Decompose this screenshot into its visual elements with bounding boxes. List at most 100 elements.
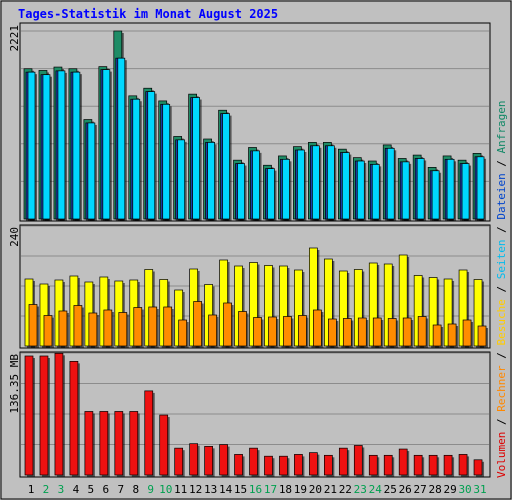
x-label-day-18: 18 [279, 483, 292, 496]
bar-volumen-day-25 [383, 454, 393, 476]
bar-rechner-day-7 [118, 312, 128, 347]
x-label-day-22: 22 [339, 483, 352, 496]
bar-rechner-day-13 [208, 314, 217, 347]
bar-volumen-day-18 [279, 455, 288, 476]
right-legend: Volumen / Rechner / Besuche / Seiten / D… [495, 100, 508, 478]
x-label-day-13: 13 [204, 483, 217, 496]
bar-volumen-day-7 [114, 411, 124, 476]
bar-volumen-day-15 [234, 454, 243, 476]
bar-rechner-day-22 [342, 318, 352, 347]
bar-rechner-day-27 [417, 316, 427, 347]
chart-title: Tages-Statistik im Monat August 2025 [18, 7, 278, 21]
bar-rechner-day-31 [477, 325, 487, 347]
legend-dateien: Dateien [495, 173, 508, 219]
bar-seiten-day-18 [282, 158, 290, 220]
x-label-day-8: 8 [132, 483, 139, 496]
x-label-day-10: 10 [159, 483, 172, 496]
bar-seiten-day-22 [341, 152, 350, 220]
bar-volumen-day-23 [353, 445, 363, 476]
x-label-day-12: 12 [189, 483, 202, 496]
top-max-label: 2221 [8, 25, 21, 52]
bar-volumen-day-28 [428, 454, 438, 476]
legend-rechner: Rechner [495, 365, 508, 412]
bar-volumen-day-9 [144, 390, 154, 476]
x-label-day-25: 25 [384, 483, 397, 496]
bar-seiten-day-5 [87, 122, 96, 220]
bar-rechner-day-24 [372, 317, 382, 347]
bar-rechner-day-10 [163, 306, 173, 347]
bar-seiten-day-14 [222, 113, 230, 220]
bot-max-label: 136.35 MB [8, 354, 21, 414]
bar-rechner-day-19 [298, 315, 307, 347]
x-label-day-5: 5 [88, 483, 95, 496]
legend-volumen: Volumen [495, 432, 508, 478]
x-label-day-29: 29 [443, 483, 456, 496]
bar-rechner-day-29 [447, 323, 457, 347]
bar-seiten-day-3 [57, 70, 66, 220]
bar-rechner-day-2 [43, 315, 53, 347]
bar-rechner-day-11 [178, 319, 188, 347]
x-label-day-2: 2 [43, 483, 50, 496]
bar-rechner-day-18 [283, 316, 292, 347]
bar-rechner-day-25 [387, 318, 397, 347]
bar-volumen-day-26 [398, 448, 408, 476]
bar-seiten-day-11 [177, 139, 186, 220]
x-label-day-15: 15 [234, 483, 247, 496]
bar-volumen-day-5 [84, 411, 94, 476]
x-label-day-31: 31 [473, 483, 486, 496]
bar-seiten-day-2 [42, 74, 51, 220]
bar-rechner-day-15 [238, 311, 247, 347]
bar-volumen-day-27 [413, 454, 423, 476]
bar-volumen-day-4 [69, 361, 79, 476]
bar-rechner-day-12 [193, 301, 202, 347]
bar-rechner-day-4 [73, 305, 83, 347]
bar-seiten-day-6 [102, 69, 111, 220]
bar-seiten-day-19 [297, 149, 305, 220]
x-label-day-28: 28 [429, 483, 442, 496]
bar-seiten-day-8 [132, 98, 141, 220]
bar-rechner-day-6 [103, 309, 113, 347]
bar-seiten-day-9 [147, 91, 156, 220]
bar-seiten-day-1 [27, 71, 36, 220]
bar-rechner-day-16 [253, 317, 262, 347]
legend-separator: / [495, 346, 508, 366]
bar-volumen-day-10 [159, 414, 169, 476]
bar-rechner-day-28 [432, 324, 442, 347]
bar-volumen-day-11 [174, 447, 184, 476]
legend-anfragen: Anfragen [495, 100, 508, 153]
legend-separator: / [495, 279, 508, 299]
x-label-day-24: 24 [369, 483, 383, 496]
bar-volumen-day-1 [24, 355, 34, 476]
bar-seiten-day-4 [72, 71, 81, 220]
x-label-day-30: 30 [458, 483, 471, 496]
bar-volumen-day-12 [189, 443, 198, 476]
bar-volumen-day-20 [309, 452, 318, 476]
x-label-day-19: 19 [294, 483, 307, 496]
bar-seiten-day-17 [267, 168, 275, 220]
bar-rechner-day-26 [402, 317, 412, 347]
bar-seiten-day-16 [252, 150, 260, 220]
bar-rechner-day-30 [462, 319, 472, 347]
bar-seiten-day-20 [312, 145, 320, 220]
x-label-day-17: 17 [264, 483, 277, 496]
bar-seiten-day-15 [237, 163, 245, 220]
bar-rechner-day-21 [328, 318, 337, 347]
bars-layer [23, 30, 489, 477]
bar-seiten-day-26 [401, 161, 410, 220]
x-label-day-14: 14 [219, 483, 233, 496]
bar-seiten-day-29 [446, 158, 455, 220]
bar-rechner-day-3 [58, 310, 68, 347]
legend-besuche: Besuche [495, 299, 508, 345]
bar-rechner-day-9 [148, 306, 158, 347]
mid-max-label: 240 [8, 227, 21, 247]
x-label-day-7: 7 [117, 483, 124, 496]
legend-seiten: Seiten [495, 240, 508, 280]
bar-seiten-day-23 [356, 160, 365, 220]
bar-rechner-day-14 [223, 302, 232, 347]
bar-seiten-day-25 [386, 147, 395, 220]
bar-volumen-day-30 [458, 454, 468, 476]
legend-separator: / [495, 220, 508, 240]
x-axis-labels: 1 2 3 4 5 6 7 8 9 10 11 12 13 14 15 16 17 18 19 20 21 22 23 24 2… [28, 483, 487, 496]
legend-separator: / [495, 412, 508, 432]
